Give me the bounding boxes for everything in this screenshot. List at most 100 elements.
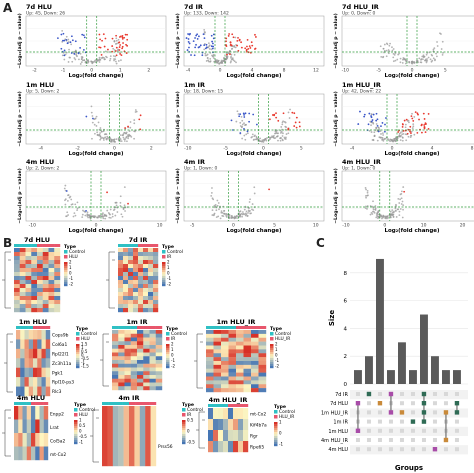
point-ns: [76, 209, 79, 212]
matrix-stripe: [350, 408, 468, 418]
heatmap-cell: [206, 353, 214, 358]
matrix-dot-on: [388, 391, 394, 397]
point-down: [195, 34, 198, 37]
point-ns: [67, 194, 70, 196]
heatmap-cell: [18, 433, 23, 447]
point-down: [377, 130, 380, 133]
point-ns: [368, 129, 371, 132]
scale-cell: [162, 274, 166, 277]
point-up: [225, 40, 227, 43]
matrix-dot-off: [377, 447, 382, 452]
point-up: [295, 116, 298, 119]
matrix-dot-off: [454, 438, 459, 442]
y-axis-label: −Log₁₀(adj p − value): [17, 168, 23, 223]
heatmap-cell: [48, 308, 55, 313]
scale-label: -1.5: [81, 364, 89, 369]
heatmap-cell: [243, 349, 252, 354]
heatmap-cell: [118, 333, 125, 338]
point-down: [82, 48, 85, 51]
point-ns: [398, 135, 401, 138]
heatmap-cell: [37, 260, 43, 265]
point-ns: [84, 214, 87, 217]
point-ns: [413, 116, 416, 118]
point-ns: [76, 207, 79, 210]
point-up: [126, 38, 129, 41]
point-ns: [231, 57, 234, 60]
point-down: [371, 119, 374, 121]
x-axis-label: Log₂(fold change): [68, 151, 124, 157]
heatmap-cell: [143, 272, 149, 277]
type-bar-cell: [39, 402, 44, 405]
x-tick-label: 0: [383, 223, 386, 229]
heatmap-title: 1m IR: [127, 318, 148, 326]
scale-label: -2: [275, 364, 279, 369]
point-ns: [70, 198, 73, 201]
heatmap-cell: [221, 384, 229, 389]
heatmap-cell: [258, 353, 267, 358]
volcano-subtitle: Up: 133, Down: 142: [184, 11, 229, 17]
point-ns: [104, 50, 107, 53]
point-down: [81, 33, 84, 36]
point-down: [381, 122, 384, 124]
heatmap-cell: [54, 280, 61, 285]
point-ns: [244, 214, 247, 217]
point-ns: [248, 201, 251, 203]
type-bar-cell: [31, 402, 36, 405]
heatmap-cell: [20, 348, 25, 359]
heatmap-cell: [54, 284, 61, 289]
scale-cell: [64, 280, 68, 283]
heatmap-cell: [143, 330, 150, 334]
point-ns: [252, 209, 255, 212]
type-bar-cell: [213, 326, 222, 329]
point-up: [250, 41, 253, 44]
heatmap-cell: [118, 382, 125, 387]
heatmap-cell: [20, 330, 25, 340]
heatmap-cell: [143, 352, 150, 357]
heatmap-cell: [54, 272, 61, 277]
point-ns: [378, 128, 381, 131]
point-ns: [419, 61, 422, 64]
matrix-dot-off: [443, 447, 448, 452]
point-ns: [381, 138, 384, 141]
point-ns: [381, 132, 384, 135]
point-ns: [74, 58, 77, 61]
type-bar-cell: [112, 326, 119, 329]
heatmap-cell: [137, 382, 144, 387]
type-bar-cell: [28, 326, 34, 329]
matrix-dot-on: [432, 447, 438, 452]
scale-cell: [182, 442, 186, 445]
heatmap-cell: [31, 292, 38, 297]
volcano-subtitle: Up: 1, Down: 0: [342, 166, 376, 172]
heatmap-cell: [153, 272, 159, 277]
heatmap-cell: [14, 446, 19, 461]
point-ns: [236, 217, 238, 220]
scale-cell: [162, 266, 166, 269]
point-ns: [253, 186, 256, 189]
heatmap-cell: [233, 441, 239, 453]
heatmap-cell: [258, 364, 267, 369]
heatmap-cell: [31, 280, 38, 285]
heatmap-cell: [41, 377, 46, 387]
point-ns: [379, 130, 382, 133]
point-up: [236, 39, 239, 42]
heatmap-cell: [143, 280, 149, 285]
point-ns: [389, 210, 392, 213]
point-ns: [282, 120, 285, 123]
heatmap-cell: [206, 330, 214, 335]
heatmap-cell: [213, 341, 222, 346]
heatmap-cell: [143, 296, 149, 301]
scale-cell: [166, 354, 170, 357]
heatmap-cell: [206, 337, 214, 342]
point-ns: [70, 43, 73, 46]
point-ns: [435, 55, 438, 58]
point-ns: [203, 31, 206, 33]
point-down: [212, 45, 215, 48]
heatmap-cell: [37, 264, 43, 269]
gene-label: mt-Co2: [50, 452, 66, 458]
point-up: [138, 118, 141, 121]
heatmap-cell: [124, 348, 131, 353]
point-up: [293, 112, 296, 115]
heatmap-cell: [143, 260, 149, 265]
heatmap-6: 4m HLUEnpp2LratCol5a2mt-Co2TypeControlHL…: [2, 394, 95, 461]
heatmap-cell: [16, 377, 21, 387]
